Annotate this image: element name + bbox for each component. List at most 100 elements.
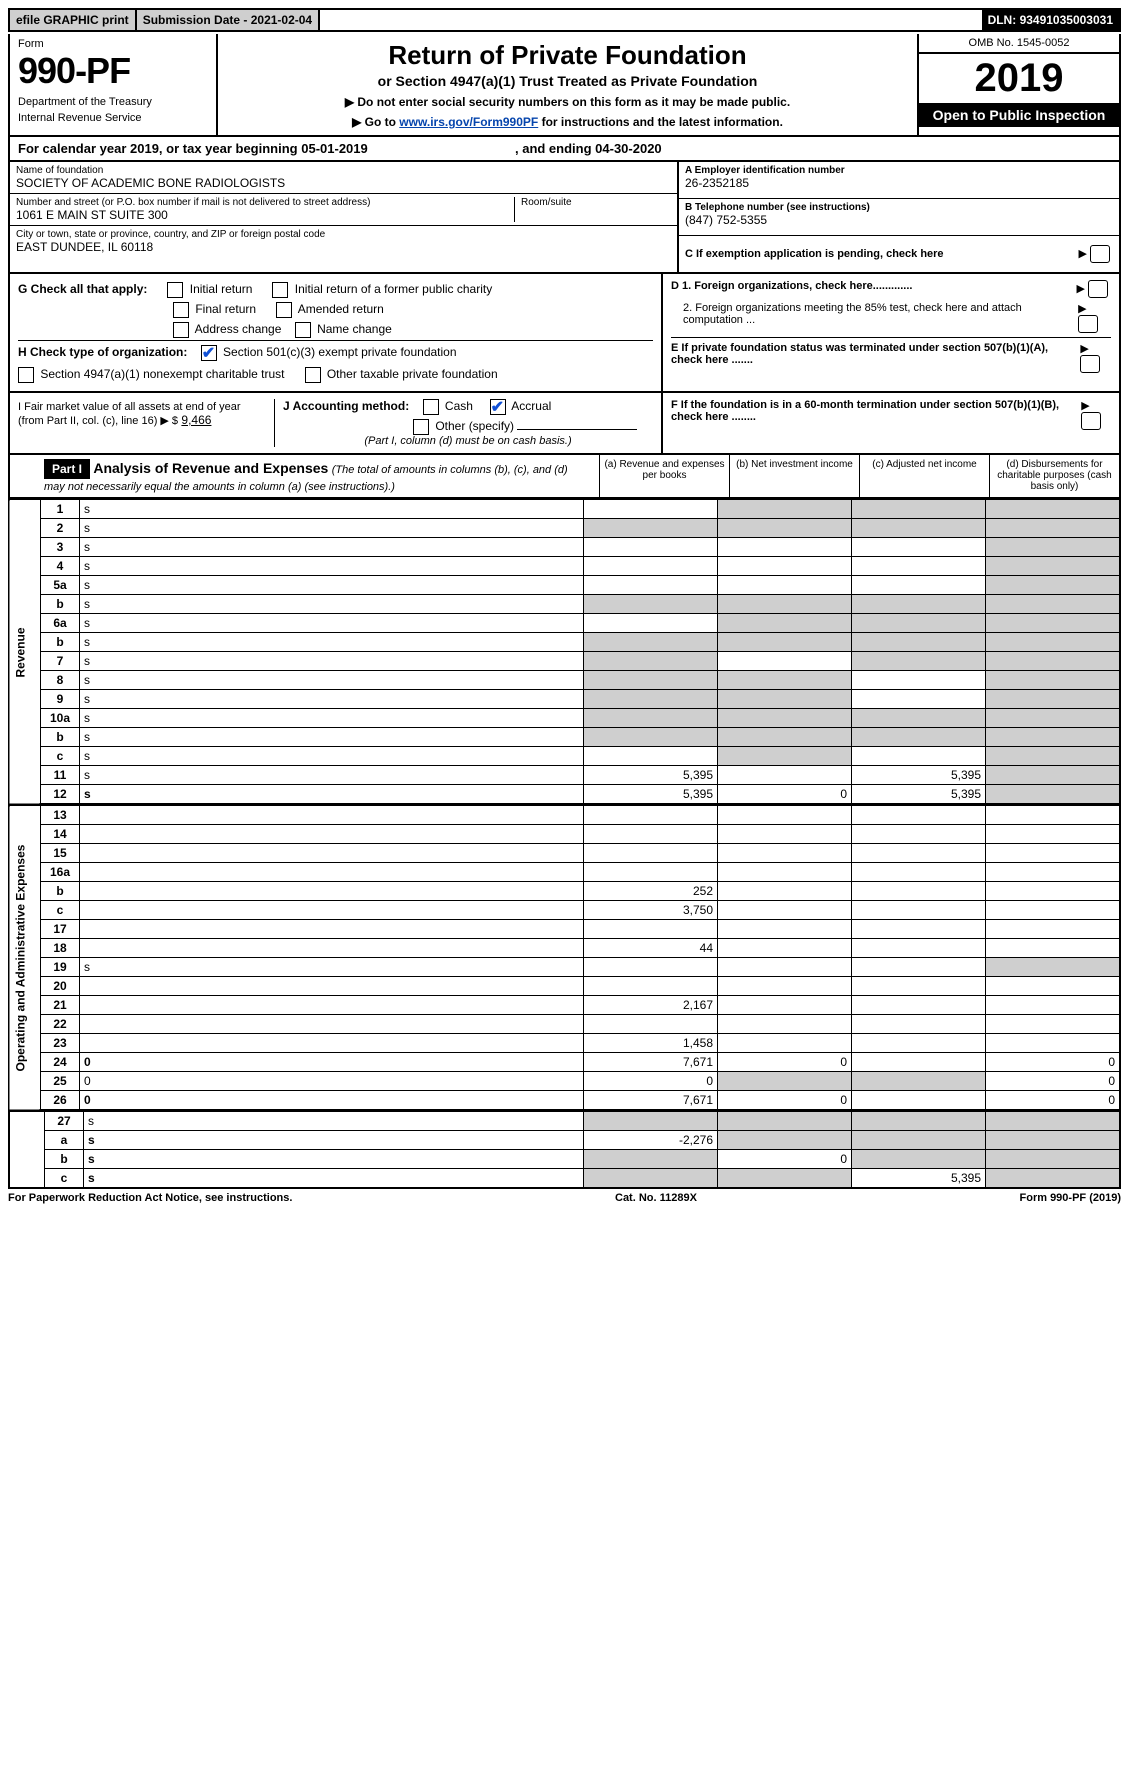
d2-checkbox[interactable] [1078, 315, 1098, 333]
form-number: 990-PF [18, 50, 208, 92]
part1-title: Analysis of Revenue and Expenses [93, 460, 328, 476]
phone-cell: B Telephone number (see instructions) (8… [679, 199, 1119, 236]
table-row: 231,458 [9, 1034, 1120, 1053]
table-row: 5as [9, 576, 1120, 595]
j-other[interactable] [413, 419, 429, 435]
j-label: J Accounting method: [283, 399, 409, 413]
h-501c3[interactable] [201, 345, 217, 361]
table-row: 2607,67100 [9, 1091, 1120, 1111]
j-note: (Part I, column (d) must be on cash basi… [283, 435, 653, 447]
form-label: Form [18, 38, 208, 50]
top-bar: efile GRAPHIC print Submission Date - 20… [8, 8, 1121, 32]
form-header: Form 990-PF Department of the Treasury I… [8, 34, 1121, 137]
name-cell: Name of foundation SOCIETY OF ACADEMIC B… [10, 162, 677, 194]
table-row: 25000 [9, 1072, 1120, 1091]
d2-label: 2. Foreign organizations meeting the 85%… [671, 302, 1078, 333]
table-row: 2407,67100 [9, 1053, 1120, 1072]
d1-label: D 1. Foreign organizations, check here..… [671, 280, 912, 298]
table-row: 22 [9, 1015, 1120, 1034]
page-footer: For Paperwork Reduction Act Notice, see … [8, 1189, 1121, 1207]
g-name-change[interactable] [295, 322, 311, 338]
table-row: 8s [9, 671, 1120, 690]
tax-year: 2019 [919, 54, 1119, 103]
check-row-ij: I Fair market value of all assets at end… [8, 393, 1121, 455]
table-row: 212,167 [9, 996, 1120, 1015]
table-row: bs [9, 595, 1120, 614]
irs-link[interactable]: www.irs.gov/Form990PF [399, 115, 538, 129]
header-left: Form 990-PF Department of the Treasury I… [10, 34, 218, 135]
identification-block: Name of foundation SOCIETY OF ACADEMIC B… [8, 162, 1121, 274]
table-row: Revenue1s [9, 500, 1120, 519]
arrow-line-2: ▶ Go to www.irs.gov/Form990PF for instru… [224, 115, 911, 129]
arrow-line-1: ▶ Do not enter social security numbers o… [224, 95, 911, 109]
footer-mid: Cat. No. 11289X [615, 1192, 697, 1204]
dept-treasury: Department of the Treasury [18, 96, 208, 108]
j-cash[interactable] [423, 399, 439, 415]
e-checkbox[interactable] [1080, 355, 1100, 373]
g-label: G Check all that apply: [18, 282, 147, 296]
col-c-header: (c) Adjusted net income [859, 455, 989, 497]
g-initial-former[interactable] [272, 282, 288, 298]
h-4947[interactable] [18, 367, 34, 383]
table-row: Operating and Administrative Expenses13 [9, 806, 1120, 825]
bottom-table: 27sas-2,276bs0cs5,395 [8, 1111, 1121, 1189]
efile-label: efile GRAPHIC print [10, 10, 137, 30]
h-label: H Check type of organization: [18, 345, 187, 359]
f-checkbox[interactable] [1081, 412, 1101, 430]
table-row: cs [9, 747, 1120, 766]
form-subtitle: or Section 4947(a)(1) Trust Treated as P… [224, 73, 911, 89]
table-row: 27s [9, 1112, 1120, 1131]
footer-left: For Paperwork Reduction Act Notice, see … [8, 1192, 292, 1204]
table-row: c3,750 [9, 901, 1120, 920]
revenue-table: Revenue1s2s3s4s5asbs6asbs7s8s9s10asbscs1… [8, 499, 1121, 805]
table-row: 11s5,3955,395 [9, 766, 1120, 785]
g-initial-return[interactable] [167, 282, 183, 298]
c-cell: C If exemption application is pending, c… [679, 236, 1119, 272]
table-row: 20 [9, 977, 1120, 996]
i-value: 9,466 [181, 413, 211, 427]
form-title: Return of Private Foundation [224, 40, 911, 71]
g-amended[interactable] [276, 302, 292, 318]
c-checkbox[interactable] [1090, 245, 1110, 263]
omb-number: OMB No. 1545-0052 [919, 34, 1119, 54]
g-address-change[interactable] [173, 322, 189, 338]
g-final-return[interactable] [173, 302, 189, 318]
table-row: bs [9, 728, 1120, 747]
header-right: OMB No. 1545-0052 2019 Open to Public In… [917, 34, 1119, 135]
d1-checkbox[interactable] [1088, 280, 1108, 298]
part1-header: Part I Analysis of Revenue and Expenses … [8, 455, 1121, 499]
table-row: 9s [9, 690, 1120, 709]
table-row: 1844 [9, 939, 1120, 958]
table-row: 2s [9, 519, 1120, 538]
address-cell: Number and street (or P.O. box number if… [10, 194, 677, 226]
footer-right: Form 990-PF (2019) [1020, 1192, 1122, 1204]
table-row: 12s5,39505,395 [9, 785, 1120, 805]
table-row: b252 [9, 882, 1120, 901]
col-d-header: (d) Disbursements for charitable purpose… [989, 455, 1119, 497]
table-row: bs [9, 633, 1120, 652]
table-row: bs0 [9, 1150, 1120, 1169]
open-public-badge: Open to Public Inspection [919, 103, 1119, 127]
section-label: Operating and Administrative Expenses [9, 806, 41, 1111]
table-row: 3s [9, 538, 1120, 557]
table-row: 6as [9, 614, 1120, 633]
j-accrual[interactable] [490, 399, 506, 415]
table-row: 17 [9, 920, 1120, 939]
table-row: cs5,395 [9, 1169, 1120, 1189]
table-row: 15 [9, 844, 1120, 863]
table-row: 14 [9, 825, 1120, 844]
ein-cell: A Employer identification number 26-2352… [679, 162, 1119, 199]
section-label: Revenue [9, 500, 41, 805]
table-row: 19s [9, 958, 1120, 977]
e-label: E If private foundation status was termi… [671, 342, 1080, 373]
h-other-taxable[interactable] [305, 367, 321, 383]
city-cell: City or town, state or province, country… [10, 226, 677, 257]
f-label: F If the foundation is in a 60-month ter… [671, 399, 1081, 430]
table-row: 10as [9, 709, 1120, 728]
col-a-header: (a) Revenue and expenses per books [599, 455, 729, 497]
dln: DLN: 93491035003031 [982, 10, 1119, 30]
table-row: 4s [9, 557, 1120, 576]
submission-date: Submission Date - 2021-02-04 [137, 10, 320, 30]
calendar-year-row: For calendar year 2019, or tax year begi… [8, 137, 1121, 162]
part1-tag: Part I [44, 459, 90, 479]
